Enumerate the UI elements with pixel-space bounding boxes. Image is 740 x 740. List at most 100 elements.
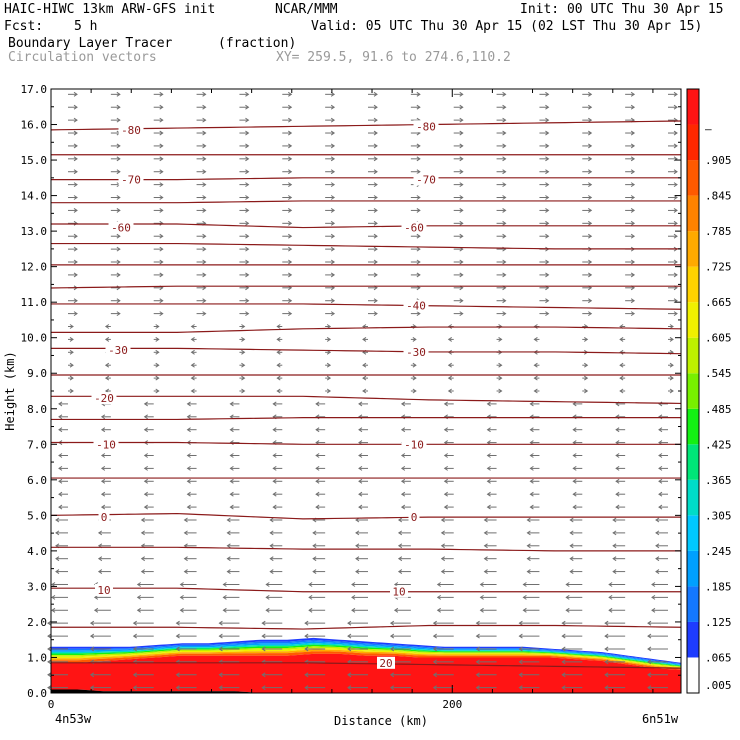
contour-label: -70 [416, 174, 436, 187]
vector-arrowhead [190, 375, 195, 381]
vector-arrowhead [533, 336, 538, 342]
vector-arrowhead [58, 427, 63, 433]
vector-arrowhead [330, 259, 336, 265]
vector-arrowhead [241, 388, 246, 394]
vector-arrowhead [529, 427, 534, 433]
vector-arrowhead [330, 311, 336, 317]
vector-arrowhead [304, 646, 309, 652]
vector-arrowhead [608, 594, 613, 600]
vector-arrowhead [397, 556, 403, 562]
vector-arrowhead [588, 233, 593, 239]
vector-arrowhead [58, 453, 63, 458]
vector-arrowhead [229, 504, 234, 510]
vector-arrowhead [526, 517, 531, 523]
colorbar-label: .365 [705, 474, 732, 487]
vector-arrowhead [245, 143, 250, 149]
colorbar-label: .545 [705, 367, 732, 380]
vector-arrowhead [245, 233, 250, 239]
vector-arrowhead [58, 401, 63, 407]
vector-arrowhead [358, 453, 363, 458]
vector-arrowhead [69, 362, 74, 368]
vector-arrowhead [545, 91, 550, 97]
vector-arrowhead [443, 427, 448, 433]
vector-arrowhead [522, 607, 527, 613]
vector-arrowhead [326, 375, 332, 381]
vector-arrowhead [673, 259, 678, 265]
colorbar-label: .725 [705, 261, 732, 274]
vector-arrowhead [397, 543, 403, 549]
vector-arrowhead [73, 298, 78, 304]
vector-arrowhead [179, 594, 184, 600]
vector-arrowhead [612, 543, 617, 549]
vector-arrowhead [245, 182, 250, 188]
vector-arrowhead [619, 362, 624, 368]
vector-arrowhead [261, 620, 266, 626]
vector-arrowhead [186, 427, 191, 433]
vector-arrowhead [502, 298, 507, 304]
vector-arrowhead [416, 311, 421, 317]
vector-arrowhead [186, 401, 191, 407]
vector-arrowhead [416, 233, 421, 239]
contour-label: 20 [379, 657, 392, 670]
vector-arrowhead [630, 182, 636, 188]
vector-arrowhead [475, 659, 480, 665]
contour-label: -60 [404, 222, 424, 235]
vector-arrowhead [229, 440, 234, 446]
vector-arrowhead [529, 478, 534, 484]
vector-arrowhead [412, 336, 417, 342]
vector-arrowhead [73, 156, 78, 162]
contour-label-bg [413, 173, 439, 186]
vector-arrowhead [615, 465, 620, 471]
temperature-contour [51, 347, 682, 355]
vector-arrowhead [245, 311, 250, 317]
vector-arrowhead [143, 465, 148, 471]
vector-arrowhead [612, 530, 617, 536]
temperature-contour [51, 546, 681, 552]
vector-arrowhead [143, 427, 148, 433]
vector-arrowhead [229, 453, 234, 458]
vector-arrowhead [58, 478, 63, 484]
vector-arrowhead [432, 633, 437, 639]
vector-arrowhead [432, 672, 437, 678]
vector-arrowhead [400, 427, 406, 433]
vector-arrowhead [159, 91, 164, 97]
vector-arrowhead [588, 117, 593, 123]
vector-arrowhead [276, 349, 281, 355]
header-xy: XY= 259.5, 91.6 to 274.6,110.2 [276, 50, 511, 65]
vector-arrowhead [347, 633, 352, 639]
vector-arrowhead [400, 504, 406, 510]
vector-arrowhead [569, 530, 574, 536]
vector-arrowhead [245, 220, 250, 226]
vector-arrowhead [440, 556, 445, 562]
colorbar-label: .845 [705, 190, 732, 203]
vector-arrowhead [459, 220, 464, 226]
y-tick-label: 17.0 [21, 83, 48, 96]
colorbar-swatch [687, 444, 699, 480]
vector-arrowhead [51, 582, 56, 587]
vector-arrowhead [241, 362, 246, 368]
vector-arrowhead [651, 594, 656, 600]
y-tick-label: 0.0 [27, 687, 47, 700]
y-tick-label: 16.0 [21, 119, 48, 132]
vector-arrowhead [561, 672, 566, 678]
vector-arrowhead [673, 130, 678, 136]
vector-arrowhead [116, 104, 121, 110]
vector-arrowhead [265, 607, 270, 613]
vector-arrowhead [432, 646, 437, 652]
vector-arrowhead [47, 672, 52, 678]
vector-arrowhead [630, 311, 636, 317]
vector-arrowhead [604, 620, 609, 626]
vector-arrowhead [545, 182, 550, 188]
vector-arrowhead [100, 504, 106, 510]
vector-arrowhead [673, 311, 678, 317]
vector-arrowhead [651, 582, 656, 587]
vector-arrowhead [447, 362, 452, 368]
vector-arrowhead [432, 659, 437, 665]
header-field: Boundary Layer Tracer [8, 36, 173, 51]
y-tick-label: 12.0 [21, 261, 48, 274]
contour-label-bg [403, 345, 429, 358]
vector-arrowhead [502, 259, 507, 265]
vector-arrowhead [73, 195, 78, 200]
vector-arrowhead [608, 607, 613, 613]
